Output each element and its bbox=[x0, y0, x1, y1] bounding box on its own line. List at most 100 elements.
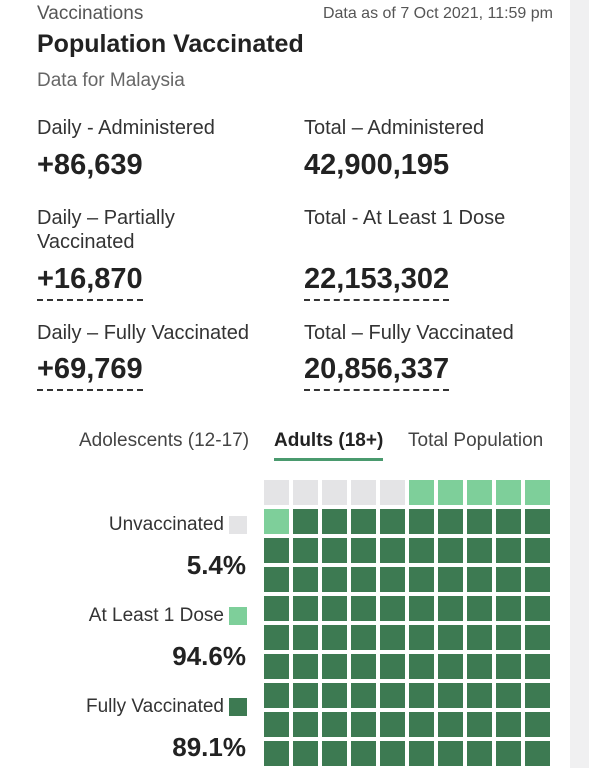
daily-partial-label-line1: Daily – Partially bbox=[37, 207, 175, 229]
waffle-cell-fully bbox=[351, 538, 376, 563]
waffle-cell-fully bbox=[525, 509, 550, 534]
waffle-cell-fully bbox=[438, 712, 463, 737]
waffle-cell-partial bbox=[525, 480, 550, 505]
waffle-cell-fully bbox=[525, 596, 550, 621]
waffle-cell-fully bbox=[467, 683, 492, 708]
legend-at-least-1-label: At Least 1 Dose bbox=[88, 605, 224, 626]
daily-partial-label: Daily – Partially Vaccinated bbox=[37, 206, 175, 254]
waffle-cell-fully bbox=[322, 712, 347, 737]
waffle-cell-fully bbox=[351, 596, 376, 621]
waffle-cell-fully bbox=[438, 538, 463, 563]
tab-adolescents[interactable]: Adolescents (12-17) bbox=[79, 430, 250, 451]
waffle-cell-fully bbox=[322, 625, 347, 650]
waffle-cell-fully bbox=[496, 712, 521, 737]
waffle-cell-fully bbox=[496, 683, 521, 708]
waffle-cell-fully bbox=[264, 741, 289, 766]
waffle-cell-fully bbox=[467, 741, 492, 766]
waffle-cell-fully bbox=[438, 654, 463, 679]
waffle-cell-unvaccinated bbox=[351, 480, 376, 505]
population-tabs: Adolescents (12-17) Adults (18+) Total P… bbox=[0, 430, 570, 466]
waffle-cell-fully bbox=[380, 654, 405, 679]
waffle-cell-partial bbox=[496, 480, 521, 505]
waffle-cell-fully bbox=[380, 509, 405, 534]
total-one-dose-value[interactable]: 22,153,302 bbox=[304, 262, 450, 301]
waffle-cell-fully bbox=[322, 538, 347, 563]
waffle-cell-fully bbox=[438, 596, 463, 621]
waffle-cell-fully bbox=[351, 509, 376, 534]
waffle-cell-unvaccinated bbox=[264, 480, 289, 505]
waffle-cell-fully bbox=[380, 683, 405, 708]
waffle-cell-fully bbox=[351, 683, 376, 708]
waffle-cell-fully bbox=[409, 567, 434, 592]
daily-full-label: Daily – Fully Vaccinated bbox=[37, 322, 249, 344]
waffle-cell-fully bbox=[293, 741, 318, 766]
waffle-cell-fully bbox=[293, 654, 318, 679]
waffle-cell-fully bbox=[496, 654, 521, 679]
waffle-cell-fully bbox=[351, 741, 376, 766]
waffle-cell-fully bbox=[409, 741, 434, 766]
waffle-cell-unvaccinated bbox=[293, 480, 318, 505]
waffle-cell-partial bbox=[409, 480, 434, 505]
waffle-cell-partial bbox=[264, 509, 289, 534]
waffle-cell-unvaccinated bbox=[380, 480, 405, 505]
legend-at-least-1-pct: 94.6% bbox=[172, 641, 246, 671]
waffle-cell-fully bbox=[438, 509, 463, 534]
waffle-cell-fully bbox=[264, 596, 289, 621]
daily-partial-value[interactable]: +16,870 bbox=[37, 262, 143, 301]
waffle-cell-fully bbox=[351, 712, 376, 737]
waffle-cell-fully bbox=[264, 538, 289, 563]
waffle-cell-fully bbox=[264, 567, 289, 592]
waffle-cell-fully bbox=[467, 567, 492, 592]
daily-administered-label: Daily - Administered bbox=[37, 117, 215, 139]
waffle-cell-fully bbox=[496, 567, 521, 592]
waffle-cell-fully bbox=[293, 567, 318, 592]
total-one-dose-label: Total - At Least 1 Dose bbox=[304, 207, 506, 229]
legend-at-least-1-swatch bbox=[229, 607, 247, 625]
waffle-cell-fully bbox=[351, 654, 376, 679]
waffle-cell-fully bbox=[293, 625, 318, 650]
total-administered-label: Total – Administered bbox=[304, 117, 485, 139]
tab-adults[interactable]: Adults (18+) bbox=[274, 430, 384, 461]
waffle-cell-fully bbox=[322, 567, 347, 592]
waffle-cell-fully bbox=[380, 596, 405, 621]
waffle-cell-fully bbox=[525, 712, 550, 737]
legend-unvaccinated-label: Unvaccinated bbox=[108, 514, 224, 535]
waffle-cell-partial bbox=[467, 480, 492, 505]
waffle-cell-fully bbox=[380, 712, 405, 737]
tab-total-population[interactable]: Total Population bbox=[408, 430, 544, 451]
waffle-cell-fully bbox=[409, 712, 434, 737]
daily-partial-label-line2: Vaccinated bbox=[37, 231, 135, 253]
waffle-cell-fully bbox=[322, 741, 347, 766]
waffle-cell-fully bbox=[264, 625, 289, 650]
waffle-cell-fully bbox=[351, 567, 376, 592]
daily-full-value[interactable]: +69,769 bbox=[37, 352, 143, 391]
total-full-value[interactable]: 20,856,337 bbox=[304, 352, 450, 391]
waffle-cell-fully bbox=[438, 683, 463, 708]
waffle-cell-fully bbox=[264, 683, 289, 708]
waffle-cell-fully bbox=[409, 596, 434, 621]
legend-fully-swatch bbox=[229, 698, 247, 716]
waffle-cell-fully bbox=[525, 683, 550, 708]
legend-unvaccinated-pct: 5.4% bbox=[186, 550, 246, 580]
waffle-cell-fully bbox=[380, 567, 405, 592]
vaccination-card: Vaccinations Data as of 7 Oct 2021, 11:5… bbox=[0, 0, 570, 768]
section-label: Vaccinations bbox=[37, 3, 144, 24]
page-subtitle: Data for Malaysia bbox=[37, 70, 185, 91]
waffle-cell-fully bbox=[467, 509, 492, 534]
waffle-cell-fully bbox=[467, 538, 492, 563]
waffle-cell-fully bbox=[380, 741, 405, 766]
waffle-cell-partial bbox=[438, 480, 463, 505]
waffle-cell-fully bbox=[525, 654, 550, 679]
waffle-cell-fully bbox=[496, 509, 521, 534]
daily-administered-value: +86,639 bbox=[37, 149, 143, 181]
waffle-cell-fully bbox=[525, 538, 550, 563]
waffle-cell-fully bbox=[525, 625, 550, 650]
waffle-cell-fully bbox=[496, 741, 521, 766]
waffle-cell-fully bbox=[467, 596, 492, 621]
waffle-cell-fully bbox=[322, 683, 347, 708]
waffle-cell-unvaccinated bbox=[322, 480, 347, 505]
waffle-cell-fully bbox=[438, 741, 463, 766]
waffle-cell-fully bbox=[525, 567, 550, 592]
waffle-cell-fully bbox=[409, 683, 434, 708]
total-administered-value: 42,900,195 bbox=[304, 149, 450, 181]
